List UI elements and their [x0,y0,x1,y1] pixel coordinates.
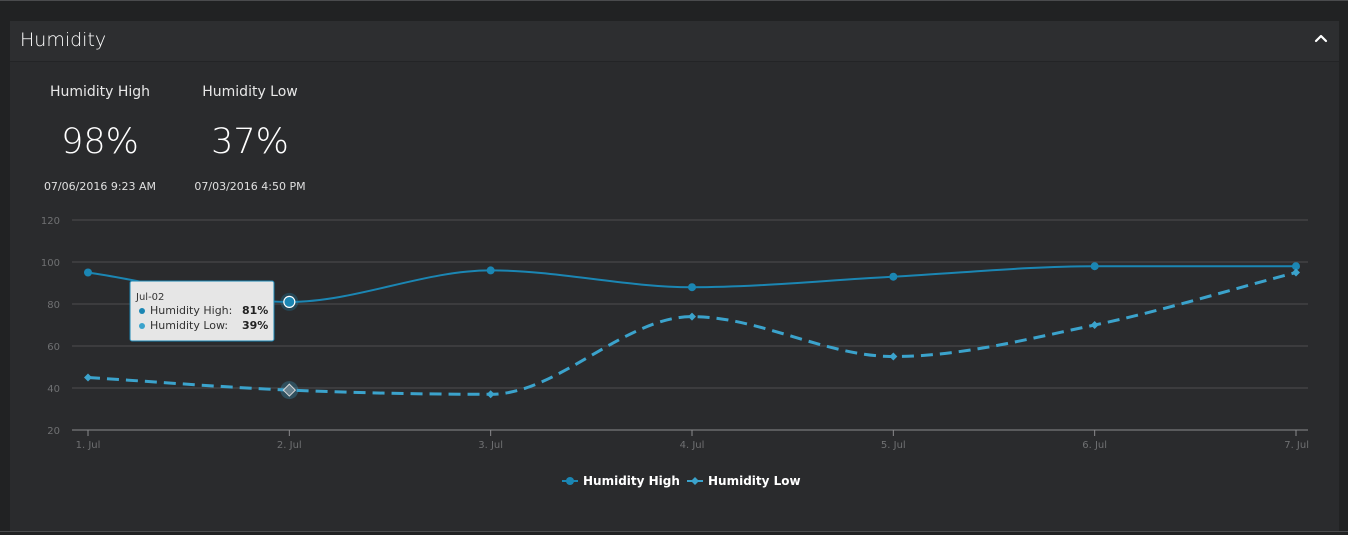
humidity-low-point[interactable] [84,373,92,382]
tooltip-date: Jul-02 [135,292,164,303]
x-tick-label: 5. Jul [881,440,906,451]
x-tick-label: 4. Jul [680,440,705,451]
humidity-panel: Humidity Humidity High 98% 07/06/2016 9:… [10,21,1339,531]
legend-circle-icon[interactable] [566,477,574,485]
humidity-high-point[interactable] [1090,262,1099,271]
humidity-high-label: Humidity High [49,84,151,100]
humidity-low-point[interactable] [1090,321,1099,329]
humidity-high-point-active[interactable] [283,295,296,308]
tooltip-series-value: 39% [242,319,268,332]
tooltip-series-label: Humidity High: [150,304,232,317]
humidity-high-point[interactable] [1292,262,1300,271]
humidity-high-time: 07/06/2016 9:23 AM [43,180,157,193]
tooltip-series-value: 81% [242,304,268,317]
bottom-divider [0,531,1348,532]
legend-item-label: Humidity Low [708,474,801,488]
humidity-low-point[interactable] [486,390,495,399]
legend-item-label: Humidity High [583,474,680,488]
tooltip-box [129,280,275,342]
tooltip-marker [139,323,145,329]
y-tick-label: 120 [41,216,60,227]
humidity-low-point[interactable] [1292,268,1300,277]
humidity-low-point[interactable] [688,312,696,321]
humidity-low-value: 37% [211,122,289,162]
humidity-high-point[interactable] [486,266,495,275]
chevron-up-icon[interactable] [1312,29,1330,47]
x-tick-label: 2. Jul [277,440,302,451]
humidity-high-point[interactable] [688,283,696,292]
x-tick-label: 7. Jul [1284,440,1309,451]
legend-diamond-icon[interactable] [691,477,699,485]
humidity-high-value: 98% [61,122,139,162]
x-tick-label: 6. Jul [1082,440,1107,451]
tooltip-marker [139,308,145,314]
x-tick-label: 1. Jul [76,440,101,451]
y-tick-label: 80 [47,300,60,311]
x-tick-label: 3. Jul [478,440,503,451]
panel-header[interactable]: Humidity [10,21,1339,62]
humidity-low-time: 07/03/2016 4:50 PM [194,180,306,193]
humidity-high-point[interactable] [889,272,898,281]
y-tick-label: 100 [41,258,60,269]
tooltip-series-label: Humidity Low: [150,319,228,332]
panel-title: Humidity [20,29,107,51]
y-tick-label: 20 [47,426,60,437]
y-tick-label: 40 [47,384,60,395]
humidity-low-point[interactable] [889,352,898,361]
y-tick-label: 60 [47,342,60,353]
humidity-high-point[interactable] [84,268,92,277]
humidity-low-label: Humidity Low [202,84,298,100]
humidity-low-point-active[interactable] [282,383,297,397]
top-divider [0,0,1348,1]
